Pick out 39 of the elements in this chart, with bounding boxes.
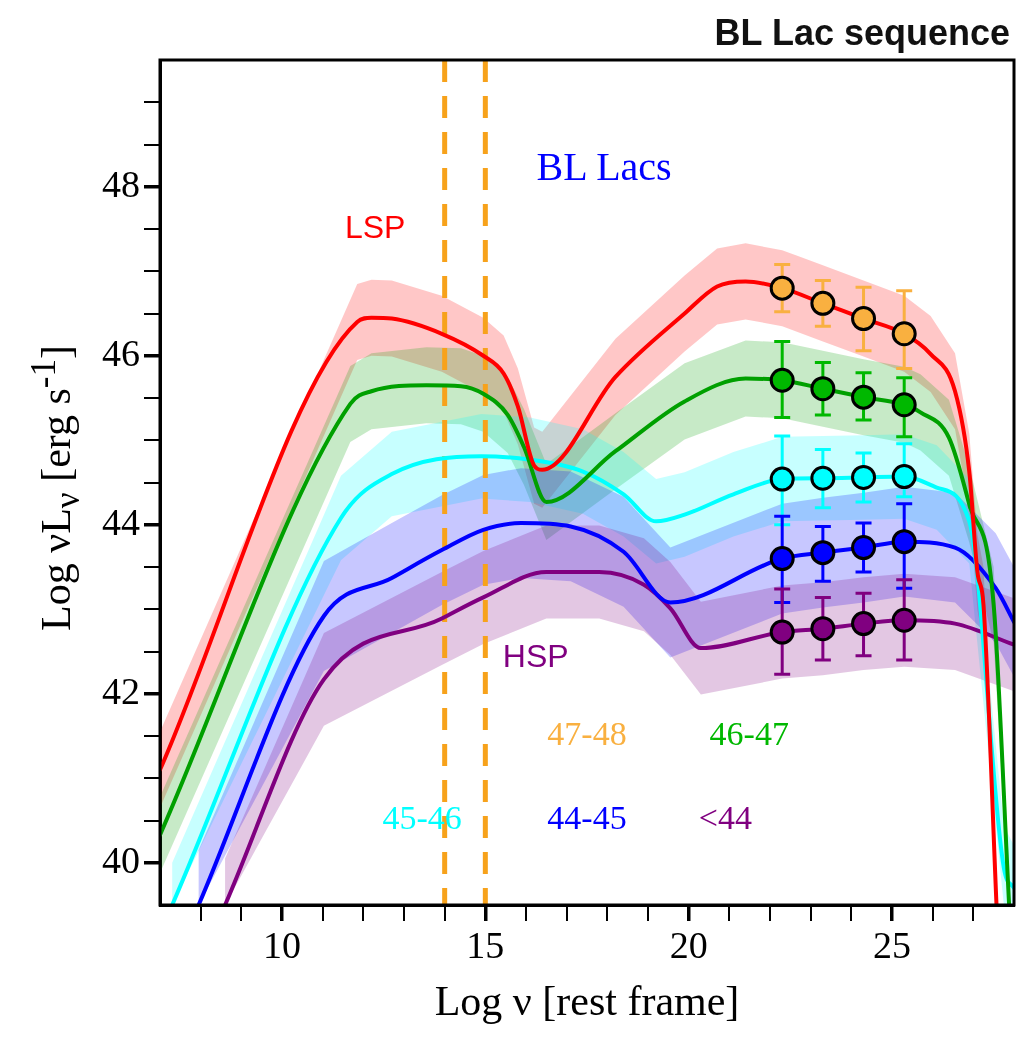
x-tick-label: 15 bbox=[466, 923, 505, 966]
text: 47-48 bbox=[547, 714, 627, 752]
point bbox=[891, 464, 917, 490]
text: 46-47 bbox=[709, 714, 789, 752]
point bbox=[769, 466, 795, 492]
y-tick-label: 46 bbox=[102, 331, 140, 374]
y-tick-label: 48 bbox=[102, 162, 140, 205]
point bbox=[851, 306, 877, 332]
annotation: HSP bbox=[502, 638, 569, 675]
text: 44-45 bbox=[547, 799, 627, 837]
text: 45-46 bbox=[382, 799, 462, 837]
x-tick-label: 25 bbox=[873, 923, 911, 966]
point bbox=[891, 392, 917, 418]
point bbox=[810, 540, 836, 566]
point bbox=[810, 465, 836, 491]
point bbox=[851, 384, 877, 410]
point bbox=[891, 607, 917, 633]
y-tick-label: 40 bbox=[102, 838, 140, 881]
point bbox=[851, 464, 877, 490]
point bbox=[769, 619, 795, 645]
text: <44 bbox=[698, 799, 752, 837]
x-tick-label: 10 bbox=[263, 923, 301, 966]
annotation: LSP bbox=[344, 208, 406, 245]
point bbox=[769, 367, 795, 393]
y-tick-label: 42 bbox=[102, 669, 140, 712]
point bbox=[810, 290, 836, 316]
point bbox=[810, 616, 836, 642]
x-axis-title: Log ν [rest frame] bbox=[434, 977, 740, 1024]
x-tick-label: 20 bbox=[669, 923, 708, 966]
point bbox=[851, 611, 877, 637]
point bbox=[891, 321, 917, 347]
point bbox=[769, 546, 795, 572]
chart-title: BL Lac sequence bbox=[714, 12, 1010, 54]
text: BL Lacs bbox=[536, 144, 672, 190]
point bbox=[810, 376, 836, 402]
point bbox=[851, 535, 877, 561]
point bbox=[769, 275, 795, 301]
y-tick-label: 44 bbox=[102, 500, 140, 543]
point bbox=[891, 529, 917, 555]
